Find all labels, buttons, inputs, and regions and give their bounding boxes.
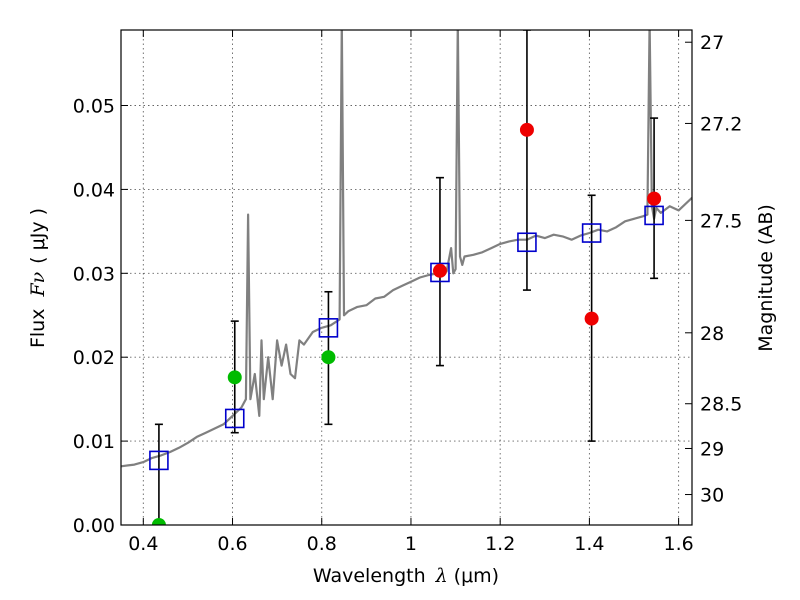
model-spectrum-line <box>121 30 692 468</box>
y2-tick-label: 29 <box>700 438 724 460</box>
observed-flux-point <box>432 263 447 278</box>
y-axis-label: FluxFν( μJy ) <box>27 208 49 348</box>
observed-flux-point <box>519 122 534 137</box>
y-tick-label: 0.00 <box>73 515 115 537</box>
y-tick-label: 0.04 <box>73 179 115 201</box>
y2-axis-label: Magnitude (AB) <box>755 204 777 352</box>
x-axis-label: Wavelength λ (μm) <box>313 565 499 587</box>
model-square-marker <box>318 318 339 338</box>
x-tick-label: 0.6 <box>217 533 247 555</box>
model-square-marker <box>149 450 169 471</box>
model-square-marker <box>430 262 450 283</box>
x-tick-label: 1 <box>405 533 417 555</box>
y2-tick-label: 28.5 <box>700 394 742 416</box>
x-tick-label: 1.4 <box>574 533 604 555</box>
plot-layer <box>121 30 692 525</box>
y2-tick-label: 27.2 <box>700 113 742 135</box>
observed-flux-point <box>321 350 336 365</box>
y2-tick-label: 27.5 <box>700 210 742 232</box>
observed-flux-point <box>647 191 662 206</box>
model-square-marker <box>517 232 537 253</box>
model-square-marker <box>644 205 664 226</box>
y2-tick-label: 30 <box>700 485 724 507</box>
y-tick-label: 0.03 <box>73 263 115 285</box>
axes-layer: 0.4 0.6 0.8 1 1.2 1.4 1.6 0.00 0.01 0.02 0.03 0.04 0… <box>73 30 742 555</box>
plot-frame <box>120 29 693 526</box>
model-square-marker <box>224 408 245 429</box>
x-tick-label: 1.6 <box>664 533 694 555</box>
y-tick-label: 0.01 <box>73 431 115 453</box>
observed-flux-point <box>151 518 166 525</box>
y2-tick-label: 28 <box>700 323 724 345</box>
grid-layer <box>121 30 692 526</box>
observed-flux-point <box>584 311 599 326</box>
model-square-marker <box>581 223 602 243</box>
y-tick-label: 0.02 <box>73 347 115 369</box>
x-tick-label: 0.4 <box>128 533 158 555</box>
observed-flux-point <box>227 370 242 385</box>
y-tick-label: 0.05 <box>73 96 115 118</box>
x-tick-label: 0.8 <box>307 533 337 555</box>
x-tick-label: 1.2 <box>485 533 515 555</box>
y2-tick-label: 27 <box>700 32 724 54</box>
